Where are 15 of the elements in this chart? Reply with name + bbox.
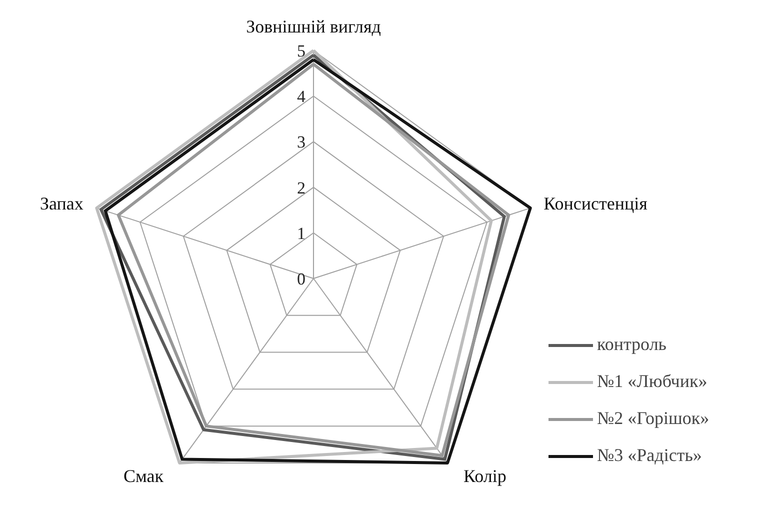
spoke-label: Запах xyxy=(40,194,84,214)
y-tick-label: 3 xyxy=(297,132,306,152)
spoke-label: Консистенція xyxy=(544,194,648,214)
legend-label: №2 «Горішок» xyxy=(597,408,710,429)
spoke-label: Колір xyxy=(464,466,506,486)
y-tick-label: 1 xyxy=(297,224,306,243)
legend-label: №1 «Любчик» xyxy=(597,371,708,392)
spoke-label: Зовнішній вигляд xyxy=(246,16,381,36)
y-tick-label: 5 xyxy=(297,42,306,60)
y-tick-label: 2 xyxy=(297,178,306,198)
spoke-label: Смак xyxy=(123,466,164,486)
legend-label: контроль xyxy=(597,334,667,355)
legend-label: №3 «Радість» xyxy=(597,445,702,466)
y-tick-label: 4 xyxy=(297,87,306,106)
y-tick-label: 0 xyxy=(297,270,306,288)
